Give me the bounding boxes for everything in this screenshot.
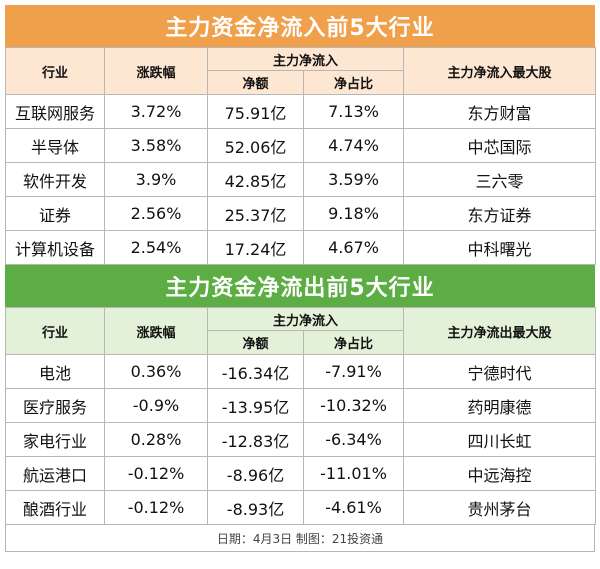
cell-net: -13.95亿 <box>207 388 304 423</box>
inflow-title: 主力资金净流入前5大行业 <box>5 5 595 47</box>
cell-ratio: -6.34% <box>302 422 405 457</box>
cell-change: 3.72% <box>104 94 208 129</box>
cell-top-stock: 三六零 <box>403 162 597 197</box>
cell-industry: 计算机设备 <box>5 230 105 265</box>
cell-net: -16.34亿 <box>207 354 304 389</box>
outflow-table: 行业 涨跌幅 主力净流入 主力净流出最大股 净额 净占比 电池 0.36% -16.… <box>5 307 597 525</box>
header-top-stock: 主力净流入最大股 <box>403 47 597 95</box>
cell-net: 42.85亿 <box>207 162 304 197</box>
header-net: 净额 <box>207 70 304 95</box>
table-row: 半导体 3.58% 52.06亿 4.74% 中芯国际 <box>5 128 597 163</box>
cell-top-stock: 四川长虹 <box>403 422 597 457</box>
cell-industry: 软件开发 <box>5 162 105 197</box>
table-row: 电池 0.36% -16.34亿 -7.91% 宁德时代 <box>5 354 597 389</box>
table-row: 家电行业 0.28% -12.83亿 -6.34% 四川长虹 <box>5 422 597 457</box>
cell-industry: 医疗服务 <box>5 388 105 423</box>
cell-industry: 家电行业 <box>5 422 105 457</box>
inflow-table: 行业 涨跌幅 主力净流入 主力净流入最大股 净额 净占比 互联网服务 3.72% 7… <box>5 47 597 265</box>
cell-ratio: 7.13% <box>302 94 405 129</box>
table-row: 互联网服务 3.72% 75.91亿 7.13% 东方财富 <box>5 94 597 129</box>
cell-industry: 航运港口 <box>5 456 105 491</box>
cell-net: -12.83亿 <box>207 422 304 457</box>
table-row: 航运港口 -0.12% -8.96亿 -11.01% 中远海控 <box>5 456 597 491</box>
cell-net: 75.91亿 <box>207 94 304 129</box>
table-row: 证券 2.56% 25.37亿 9.18% 东方证券 <box>5 196 597 231</box>
cell-top-stock: 药明康德 <box>403 388 597 423</box>
outflow-rows: 电池 0.36% -16.34亿 -7.91% 宁德时代 医疗服务 -0.9% -13.95亿… <box>5 354 597 525</box>
table-row: 软件开发 3.9% 42.85亿 3.59% 三六零 <box>5 162 597 197</box>
cell-industry: 电池 <box>5 354 105 389</box>
cell-ratio: -10.32% <box>302 388 405 423</box>
cell-net: 17.24亿 <box>207 230 304 265</box>
header-group: 主力净流入 <box>206 307 405 331</box>
cell-industry: 酿酒行业 <box>5 490 105 525</box>
header-group: 主力净流入 <box>206 47 405 71</box>
inflow-rows: 互联网服务 3.72% 75.91亿 7.13% 东方财富 半导体 3.58% 52.06亿 4… <box>5 94 597 265</box>
cell-change: -0.9% <box>104 388 208 423</box>
header-change: 涨跌幅 <box>104 47 208 95</box>
cell-change: 0.28% <box>104 422 208 457</box>
cell-ratio: 4.67% <box>302 230 405 265</box>
outflow-title: 主力资金净流出前5大行业 <box>5 265 595 307</box>
cell-industry: 半导体 <box>5 128 105 163</box>
cell-net: 52.06亿 <box>207 128 304 163</box>
header-change: 涨跌幅 <box>104 307 208 355</box>
cell-top-stock: 东方财富 <box>403 94 597 129</box>
table-row: 酿酒行业 -0.12% -8.93亿 -4.61% 贵州茅台 <box>5 490 597 525</box>
page: 主力资金净流入前5大行业 行业 涨跌幅 主力净流入 主力净流入最大股 净额 净占… <box>5 5 597 552</box>
header-net: 净额 <box>207 330 304 355</box>
cell-net: 25.37亿 <box>207 196 304 231</box>
header-industry: 行业 <box>5 47 105 95</box>
cell-change: 2.54% <box>104 230 208 265</box>
cell-top-stock: 中芯国际 <box>403 128 597 163</box>
cell-change: 3.9% <box>104 162 208 197</box>
cell-ratio: -11.01% <box>302 456 405 491</box>
cell-change: -0.12% <box>104 490 208 525</box>
cell-top-stock: 贵州茅台 <box>403 490 597 525</box>
cell-ratio: -4.61% <box>302 490 405 525</box>
header-ratio: 净占比 <box>302 330 405 355</box>
cell-top-stock: 宁德时代 <box>403 354 597 389</box>
cell-ratio: -7.91% <box>302 354 405 389</box>
cell-change: 0.36% <box>104 354 208 389</box>
footer-credit: 日期：4月3日 制图：21投资通 <box>5 525 595 552</box>
header-top-stock: 主力净流出最大股 <box>403 307 597 355</box>
cell-top-stock: 中科曙光 <box>403 230 597 265</box>
cell-net: -8.93亿 <box>207 490 304 525</box>
cell-top-stock: 中远海控 <box>403 456 597 491</box>
cell-industry: 证券 <box>5 196 105 231</box>
table-row: 计算机设备 2.54% 17.24亿 4.67% 中科曙光 <box>5 230 597 265</box>
cell-top-stock: 东方证券 <box>403 196 597 231</box>
cell-ratio: 9.18% <box>302 196 405 231</box>
header-industry: 行业 <box>5 307 105 355</box>
cell-ratio: 3.59% <box>302 162 405 197</box>
cell-net: -8.96亿 <box>207 456 304 491</box>
table-row: 医疗服务 -0.9% -13.95亿 -10.32% 药明康德 <box>5 388 597 423</box>
cell-change: 2.56% <box>104 196 208 231</box>
cell-ratio: 4.74% <box>302 128 405 163</box>
cell-change: -0.12% <box>104 456 208 491</box>
header-ratio: 净占比 <box>302 70 405 95</box>
cell-industry: 互联网服务 <box>5 94 105 129</box>
cell-change: 3.58% <box>104 128 208 163</box>
